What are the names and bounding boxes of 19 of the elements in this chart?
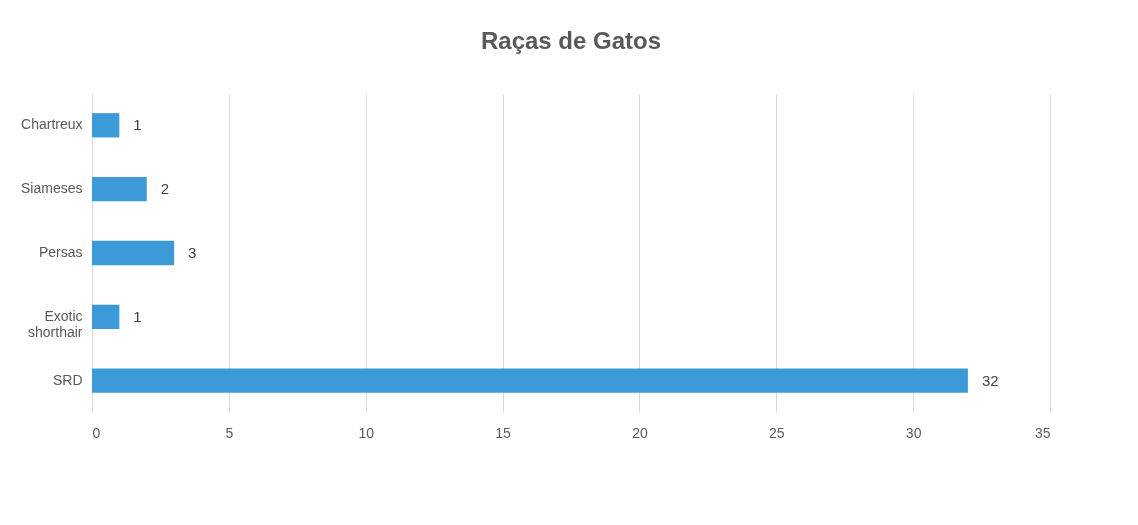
x-tick-label: 20: [632, 424, 648, 441]
y-tick-label: Persas: [38, 244, 83, 260]
y-tick-label: Siameses: [21, 180, 83, 197]
data-label: 32: [981, 371, 999, 389]
x-tick-label: 0: [92, 424, 101, 441]
x-tick-label: 15: [495, 424, 512, 441]
chart-title: Raças de Gatos: [480, 27, 662, 54]
x-tick-label: 30: [905, 424, 922, 441]
data-label: 1: [133, 116, 142, 134]
x-tick-label: 5: [225, 424, 234, 441]
y-tick-label: Exotic shorthair: [28, 307, 83, 340]
x-tick-label: 25: [769, 424, 785, 441]
x-tick-label: 35: [1034, 424, 1051, 441]
y-tick-label: Chartreux: [21, 116, 83, 133]
x-tick-label: 10: [358, 424, 375, 441]
data-label: 1: [133, 307, 142, 325]
data-label: 3: [188, 244, 197, 261]
y-tick-label: SRD: [52, 371, 83, 388]
data-label: 2: [160, 180, 170, 198]
